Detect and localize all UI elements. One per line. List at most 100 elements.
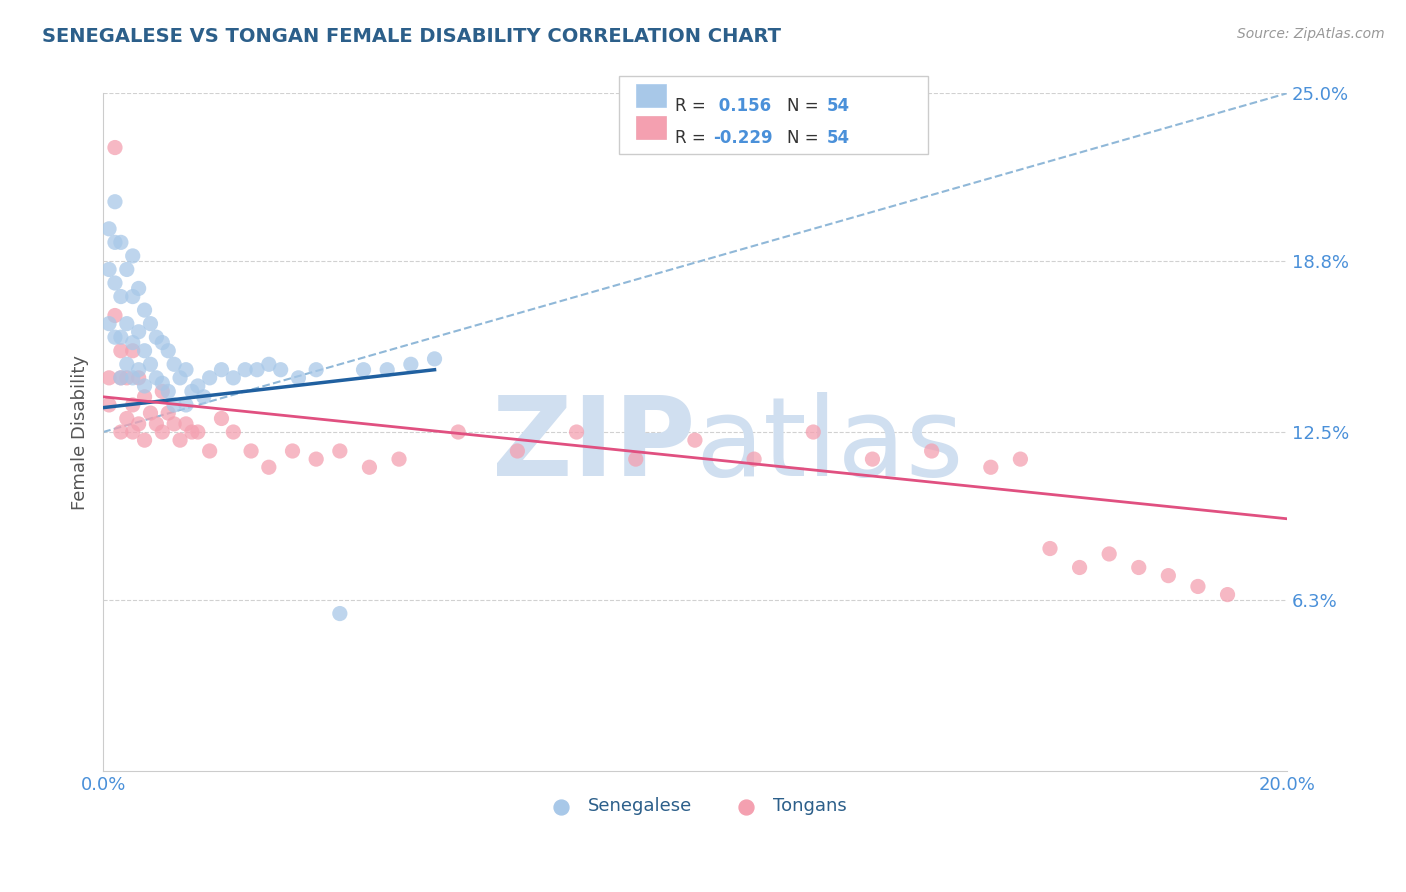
- Point: [169, 371, 191, 385]
- Point: [305, 452, 328, 467]
- Point: [134, 433, 156, 447]
- Point: [388, 452, 411, 467]
- Point: [187, 425, 209, 439]
- Point: [110, 371, 132, 385]
- Point: [198, 371, 221, 385]
- Text: 54: 54: [827, 129, 849, 147]
- Point: [115, 411, 138, 425]
- Text: R =: R =: [675, 97, 706, 115]
- Point: [98, 398, 121, 412]
- Text: 0.156: 0.156: [713, 97, 770, 115]
- Point: [163, 357, 186, 371]
- Point: [121, 425, 143, 439]
- Point: [150, 384, 173, 399]
- Point: [98, 371, 121, 385]
- Point: [110, 371, 132, 385]
- Point: [139, 406, 162, 420]
- Point: [329, 444, 352, 458]
- Point: [222, 425, 245, 439]
- Point: [399, 357, 422, 371]
- Point: [222, 371, 245, 385]
- Legend: Senegalese, Tongans: Senegalese, Tongans: [536, 790, 855, 822]
- Point: [329, 607, 352, 621]
- Point: [121, 398, 143, 412]
- Point: [359, 460, 381, 475]
- Point: [211, 362, 233, 376]
- Point: [353, 362, 375, 376]
- Point: [134, 390, 156, 404]
- Point: [233, 362, 256, 376]
- Text: 54: 54: [827, 97, 849, 115]
- Text: Source: ZipAtlas.com: Source: ZipAtlas.com: [1237, 27, 1385, 41]
- Point: [128, 362, 150, 376]
- Point: [145, 330, 167, 344]
- Point: [128, 371, 150, 385]
- Point: [104, 235, 127, 250]
- Point: [683, 433, 706, 447]
- Text: SENEGALESE VS TONGAN FEMALE DISABILITY CORRELATION CHART: SENEGALESE VS TONGAN FEMALE DISABILITY C…: [42, 27, 782, 45]
- Point: [104, 140, 127, 154]
- Point: [1216, 588, 1239, 602]
- Point: [104, 276, 127, 290]
- Text: atlas: atlas: [695, 392, 963, 499]
- Point: [121, 289, 143, 303]
- Point: [157, 406, 180, 420]
- Point: [121, 335, 143, 350]
- Point: [980, 460, 1002, 475]
- Point: [145, 417, 167, 431]
- Point: [1010, 452, 1032, 467]
- Point: [742, 452, 765, 467]
- Point: [423, 351, 446, 366]
- Text: N =: N =: [787, 129, 818, 147]
- Point: [150, 335, 173, 350]
- Point: [240, 444, 263, 458]
- Point: [180, 425, 202, 439]
- Point: [134, 343, 156, 358]
- Point: [211, 411, 233, 425]
- Point: [121, 343, 143, 358]
- Text: R =: R =: [675, 129, 706, 147]
- Point: [1069, 560, 1091, 574]
- Point: [447, 425, 470, 439]
- Point: [198, 444, 221, 458]
- Point: [150, 425, 173, 439]
- Point: [104, 194, 127, 209]
- Point: [174, 398, 197, 412]
- Point: [115, 371, 138, 385]
- Point: [163, 398, 186, 412]
- Text: ZIP: ZIP: [492, 392, 695, 499]
- Point: [169, 433, 191, 447]
- Point: [157, 384, 180, 399]
- Point: [157, 343, 180, 358]
- Point: [134, 379, 156, 393]
- Point: [257, 460, 280, 475]
- Point: [862, 452, 884, 467]
- Point: [305, 362, 328, 376]
- Point: [375, 362, 398, 376]
- Point: [115, 317, 138, 331]
- Point: [110, 235, 132, 250]
- Point: [801, 425, 824, 439]
- Text: N =: N =: [787, 97, 818, 115]
- Point: [110, 425, 132, 439]
- Point: [128, 417, 150, 431]
- Point: [281, 444, 304, 458]
- Point: [128, 281, 150, 295]
- Point: [139, 317, 162, 331]
- Point: [565, 425, 588, 439]
- Point: [121, 249, 143, 263]
- Point: [128, 325, 150, 339]
- Point: [1187, 579, 1209, 593]
- Point: [104, 330, 127, 344]
- Point: [174, 417, 197, 431]
- Point: [624, 452, 647, 467]
- Point: [104, 309, 127, 323]
- Point: [98, 222, 121, 236]
- Point: [115, 262, 138, 277]
- Point: [139, 357, 162, 371]
- Point: [187, 379, 209, 393]
- Point: [287, 371, 309, 385]
- Point: [1128, 560, 1150, 574]
- Point: [110, 343, 132, 358]
- Point: [145, 371, 167, 385]
